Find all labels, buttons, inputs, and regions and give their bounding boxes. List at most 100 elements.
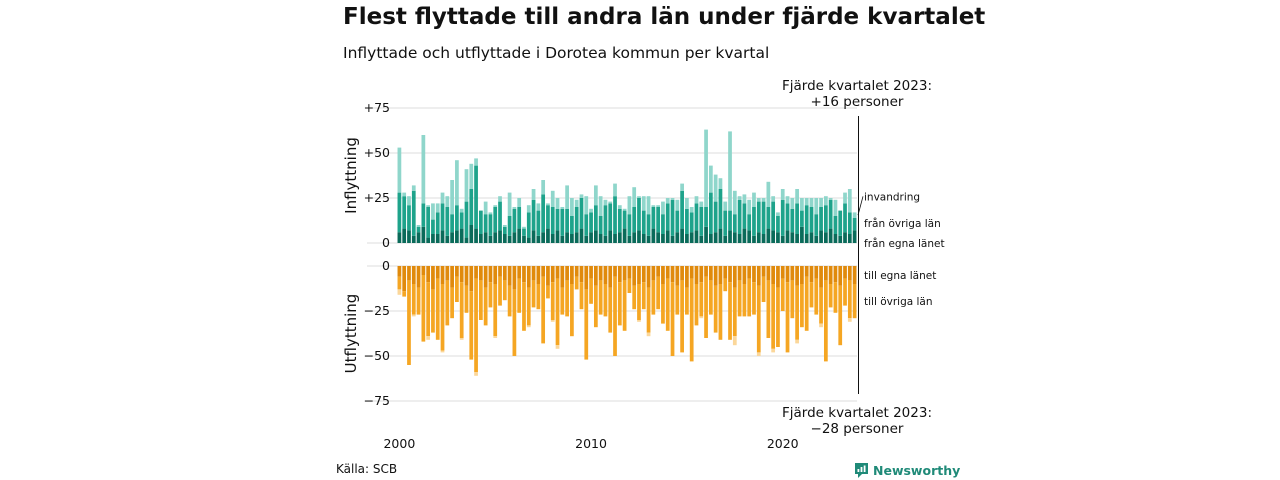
bar-inflow-other-counties <box>474 165 478 229</box>
bar-inflow-own-county <box>699 235 704 243</box>
bar-outflow-own-county <box>440 266 445 284</box>
bar-outflow-own-county <box>685 266 689 288</box>
chart-subtitle: Inflyttade och utflyttade i Dorotea komm… <box>343 44 770 62</box>
bar-outflow-other-counties <box>627 278 632 293</box>
bar-inflow-own-county <box>555 230 560 243</box>
bar-inflow-other-counties <box>665 203 670 231</box>
bar-outflow-own-county <box>689 266 694 279</box>
bar-inflow-own-county <box>469 225 474 243</box>
bar-outflow-own-county <box>570 266 574 284</box>
bar-outflow-own-county <box>613 266 617 277</box>
bar-outflow-other-counties <box>431 289 435 333</box>
bar-outflow-other-counties <box>776 287 780 347</box>
bar-inflow-immigration <box>771 196 776 202</box>
bar-inflow-other-counties <box>531 199 536 231</box>
bar-outflow-own-county <box>828 266 833 284</box>
bar-inflow-other-counties <box>723 210 728 236</box>
bar-outflow-own-county <box>507 266 512 286</box>
bar-outflow-own-county <box>761 266 766 277</box>
bar-outflow-other-counties <box>766 280 771 338</box>
bar-inflow-own-county <box>407 230 411 243</box>
bar-inflow-other-counties <box>675 210 680 233</box>
bar-inflow-own-county <box>603 235 608 243</box>
bar-inflow-other-counties <box>435 212 440 234</box>
bar-outflow-emigration <box>732 336 737 346</box>
bar-inflow-immigration <box>440 192 445 204</box>
bar-inflow-own-county <box>502 234 507 243</box>
bar-outflow-own-county <box>450 266 454 288</box>
label-leader-line <box>857 196 864 216</box>
bar-outflow-other-counties <box>469 291 474 360</box>
bar-outflow-own-county <box>766 266 771 281</box>
bar-inflow-immigration <box>416 225 421 227</box>
bar-inflow-immigration <box>747 199 752 215</box>
bar-outflow-other-counties <box>814 278 819 315</box>
bar-inflow-own-county <box>483 232 488 243</box>
bar-outflow-other-counties <box>589 278 593 304</box>
bar-outflow-emigration <box>397 289 402 295</box>
bar-inflow-other-counties <box>694 203 699 231</box>
ytick-label-bottom: −25 <box>364 303 390 318</box>
bar-inflow-own-county <box>507 235 512 243</box>
bar-inflow-immigration <box>795 189 799 204</box>
bar-inflow-other-counties <box>814 214 819 236</box>
bar-outflow-own-county <box>823 266 828 281</box>
bar-outflow-own-county <box>742 266 747 284</box>
bar-inflow-immigration <box>411 185 416 191</box>
bar-inflow-immigration <box>574 199 579 207</box>
bar-inflow-immigration <box>426 205 431 207</box>
bar-outflow-emigration <box>795 339 799 344</box>
bar-outflow-other-counties <box>665 278 670 331</box>
bar-inflow-other-counties <box>843 203 847 233</box>
bar-outflow-own-county <box>627 266 632 279</box>
bar-outflow-own-county <box>723 266 728 279</box>
bar-inflow-own-county <box>814 235 819 243</box>
bar-outflow-other-counties <box>421 275 426 342</box>
bar-inflow-immigration <box>464 169 469 202</box>
bar-inflow-other-counties <box>397 192 402 233</box>
bar-inflow-immigration <box>560 207 565 209</box>
bar-outflow-other-counties <box>617 282 622 326</box>
bar-inflow-other-counties <box>613 196 617 234</box>
bar-inflow-immigration <box>661 201 665 215</box>
bar-outflow-own-county <box>800 266 804 284</box>
bar-inflow-own-county <box>526 237 531 243</box>
bar-inflow-other-counties <box>732 214 737 233</box>
bar-inflow-immigration <box>756 198 761 202</box>
bar-inflow-immigration <box>641 196 646 211</box>
bar-inflow-other-counties <box>641 210 646 234</box>
bar-outflow-other-counties <box>790 280 795 319</box>
bar-outflow-other-counties <box>402 291 407 297</box>
bar-inflow-immigration <box>617 205 622 209</box>
bar-outflow-other-counties <box>411 284 416 315</box>
bar-inflow-immigration <box>800 198 804 211</box>
bar-inflow-own-county <box>756 232 761 243</box>
bar-inflow-immigration <box>493 205 498 207</box>
bar-outflow-other-counties <box>656 276 661 310</box>
bar-outflow-other-counties <box>541 276 546 344</box>
bar-inflow-other-counties <box>522 228 526 236</box>
bar-inflow-other-counties <box>536 210 541 236</box>
bar-outflow-other-counties <box>756 285 761 353</box>
series-label-inflow: invandring <box>864 191 920 203</box>
bar-inflow-immigration <box>670 198 675 200</box>
bar-inflow-own-county <box>670 235 675 243</box>
ytick-label-top: +25 <box>364 190 390 205</box>
bar-inflow-own-county <box>804 234 809 243</box>
bar-inflow-immigration <box>474 158 478 166</box>
bar-outflow-other-counties <box>680 280 684 353</box>
bar-inflow-immigration <box>402 192 407 197</box>
bar-outflow-own-county <box>526 266 531 288</box>
bar-outflow-other-counties <box>843 278 847 306</box>
bar-inflow-own-county <box>852 230 857 243</box>
bar-outflow-own-county <box>795 266 799 286</box>
bar-inflow-other-counties <box>483 214 488 233</box>
bar-inflow-other-counties <box>742 203 747 229</box>
bar-inflow-immigration <box>732 190 737 215</box>
bar-inflow-own-county <box>622 228 627 243</box>
bar-inflow-other-counties <box>617 208 622 233</box>
bar-inflow-immigration <box>546 203 550 206</box>
bar-inflow-own-county <box>478 234 483 243</box>
bar-outflow-other-counties <box>517 278 522 313</box>
bar-outflow-other-counties <box>800 284 804 328</box>
